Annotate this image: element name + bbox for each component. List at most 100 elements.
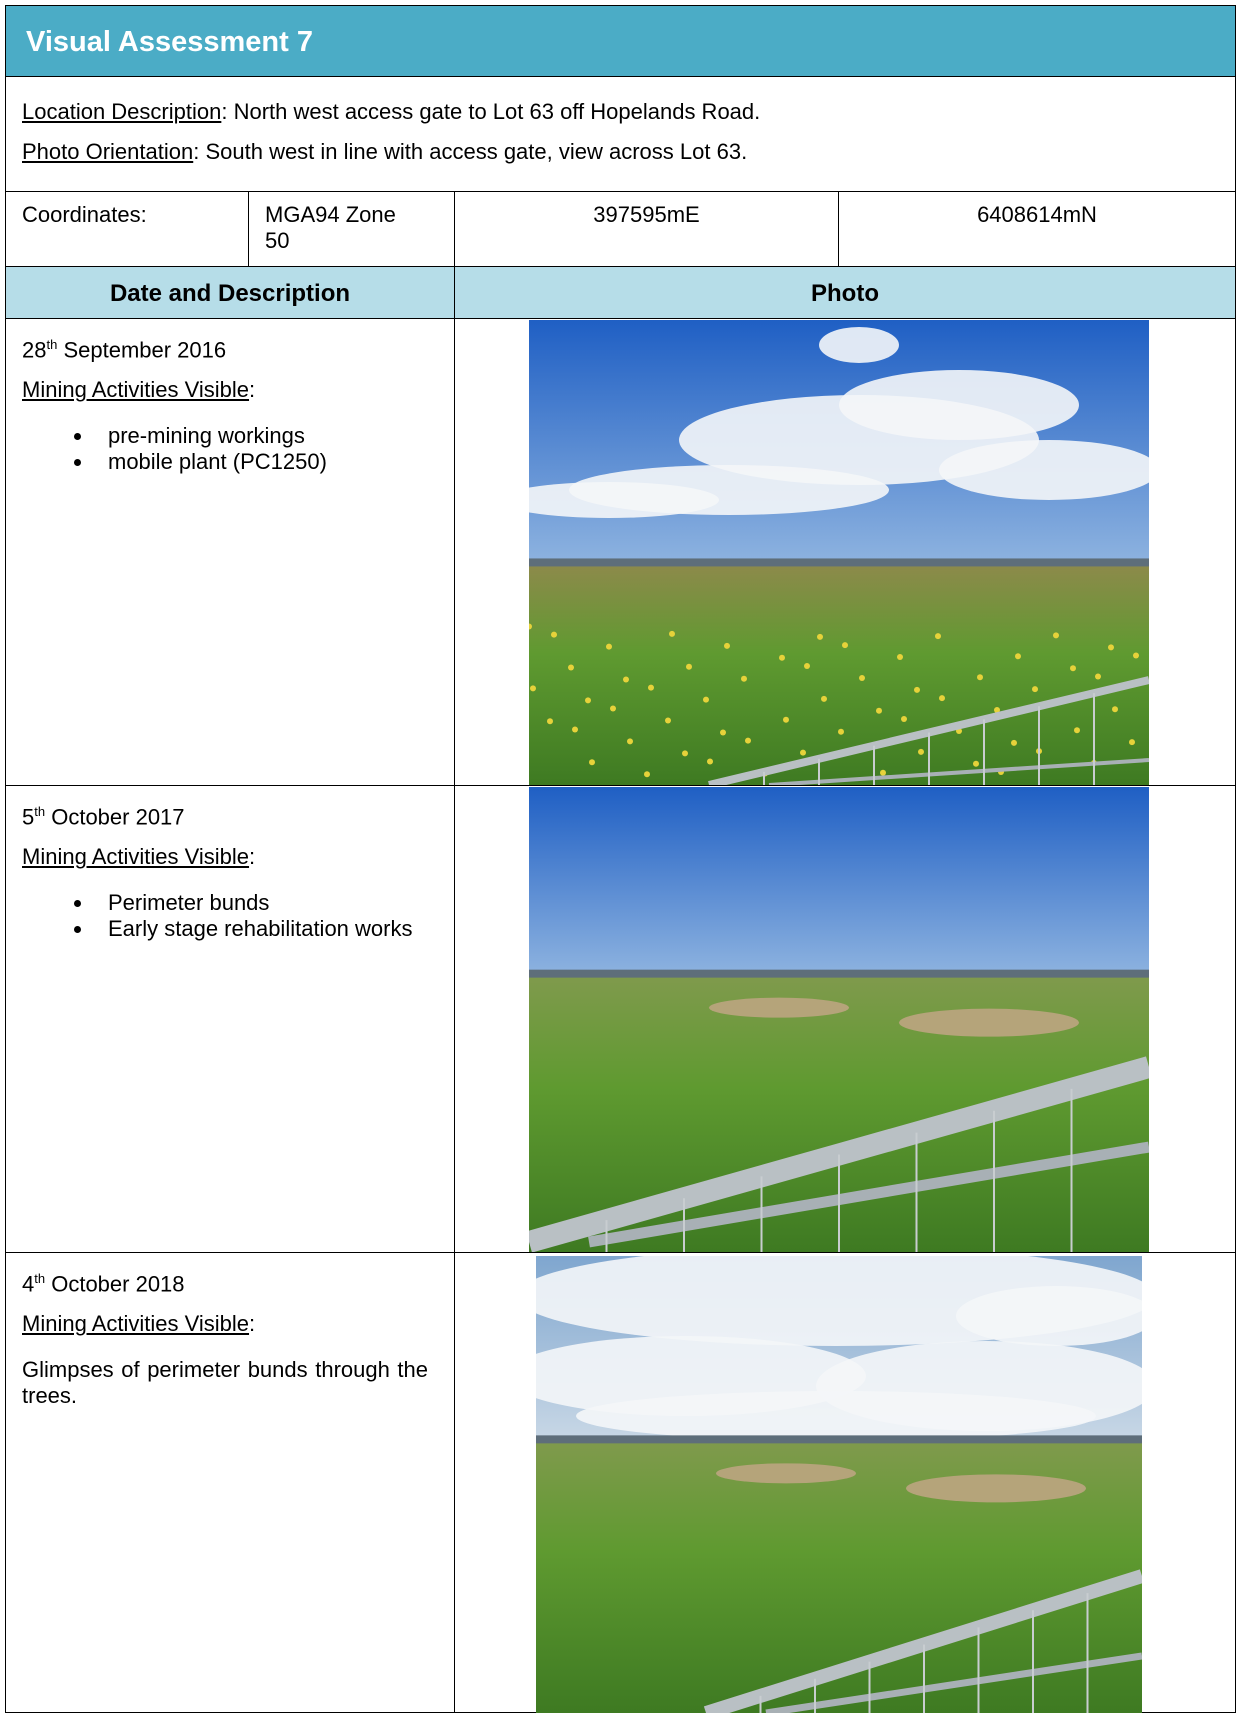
activities-suffix: :: [249, 844, 256, 870]
flower: [880, 769, 886, 776]
column-title: Date and Description: [109, 280, 351, 307]
flower: [876, 707, 882, 714]
flower: [1011, 739, 1017, 746]
hills: [529, 558, 1149, 569]
flower: [1070, 665, 1076, 672]
flower: [529, 623, 532, 630]
column-header: Date and Description: [5, 266, 455, 319]
activities: Mining Activities Visible:: [22, 377, 438, 403]
orientation-text: : South west in line with access gate, v…: [193, 139, 748, 164]
activity-item: mobile plant (PC1250): [94, 449, 438, 475]
activities-suffix: :: [249, 1311, 256, 1337]
date: 4th October 2018: [22, 1271, 438, 1297]
flower: [918, 748, 924, 755]
flower: [1112, 706, 1118, 713]
date-rest: September 2016: [63, 337, 227, 363]
description-cell: 28th September 2016 Mining Activities Vis…: [5, 318, 455, 786]
location-text: : North west access gate to Lot 63 off H…: [221, 99, 761, 124]
flower: [745, 737, 751, 744]
flower: [1108, 644, 1114, 651]
flower: [935, 633, 941, 640]
flower: [973, 760, 979, 767]
easting: 397595mE: [593, 202, 700, 227]
location-label: Location Description: [22, 99, 222, 124]
flower: [897, 654, 903, 661]
flower: [1015, 653, 1021, 660]
flower: [585, 697, 591, 704]
column-title: Photo: [811, 280, 879, 307]
orientation-label: Photo Orientation: [22, 139, 194, 164]
dry-grass: [899, 1008, 1079, 1037]
flower: [720, 729, 726, 736]
hills: [529, 969, 1149, 980]
activity-item: Perimeter bunds: [94, 890, 438, 916]
flower: [783, 716, 789, 723]
activity-item: Early stage rehabilitation works: [94, 916, 438, 942]
zone: MGA94 Zone 50: [265, 202, 396, 253]
dry-grass: [709, 997, 849, 1018]
activities: Mining Activities Visible:: [22, 844, 438, 870]
date-ordinal: th: [46, 337, 58, 352]
flower: [1129, 739, 1135, 746]
flower: [1074, 727, 1080, 734]
flower: [1133, 652, 1139, 659]
flower: [707, 758, 713, 765]
flower: [703, 696, 709, 703]
flower: [568, 664, 574, 671]
location-row: Location Description: North west access …: [5, 76, 1236, 192]
coord-label: Coordinates:: [22, 202, 147, 227]
cloud: [956, 1286, 1142, 1346]
easting-cell: 397595mE: [454, 191, 839, 267]
flower: [901, 716, 907, 722]
flower: [821, 695, 827, 702]
activities-suffix: :: [249, 377, 256, 403]
flower: [994, 707, 1000, 714]
flower: [779, 654, 785, 661]
cloud: [839, 370, 1079, 440]
flower: [686, 663, 692, 670]
flower: [669, 630, 675, 637]
date-rest: October 2017: [51, 804, 185, 830]
location: Location Description: North west access …: [22, 99, 1219, 125]
date-day: 28: [22, 337, 47, 363]
flower: [1032, 686, 1038, 693]
flower: [606, 643, 612, 650]
flower: [530, 685, 536, 692]
photo: [529, 320, 1149, 785]
date-day: 5: [22, 804, 35, 830]
cloud: [529, 482, 719, 518]
date: 28th September 2016: [22, 337, 438, 363]
cloud: [939, 440, 1149, 500]
header-bar: Visual Assessment 7: [5, 5, 1236, 77]
photo: [536, 1256, 1142, 1713]
date-rest: October 2018: [51, 1271, 185, 1297]
flower: [665, 717, 671, 724]
coord-label-cell: Coordinates:: [5, 191, 249, 267]
gate-rail: [765, 1652, 1142, 1713]
northing: 6408614mN: [977, 202, 1097, 227]
flower: [623, 676, 629, 683]
activities-label: Mining Activities Visible: [22, 1311, 250, 1337]
date-day: 4: [22, 1271, 35, 1297]
gate-rail: [768, 758, 1149, 785]
flower: [842, 642, 848, 649]
activities: Mining Activities Visible:: [22, 1311, 438, 1337]
flower: [682, 750, 688, 757]
flower: [939, 695, 945, 702]
activity-list: Perimeter bundsEarly stage rehabilitatio…: [22, 890, 438, 942]
activities-label: Mining Activities Visible: [22, 844, 250, 870]
flower: [804, 663, 810, 669]
flower: [547, 718, 553, 725]
dry-grass: [906, 1474, 1086, 1503]
flower: [589, 759, 595, 766]
northing-cell: 6408614mN: [838, 191, 1236, 267]
cloud: [576, 1391, 1096, 1441]
flower: [741, 675, 747, 682]
column-header: Photo: [454, 266, 1236, 319]
flower: [1053, 632, 1059, 639]
zone-cell: MGA94 Zone 50: [248, 191, 455, 267]
flower: [817, 633, 823, 640]
flower: [724, 642, 730, 649]
dry-grass: [716, 1463, 856, 1484]
